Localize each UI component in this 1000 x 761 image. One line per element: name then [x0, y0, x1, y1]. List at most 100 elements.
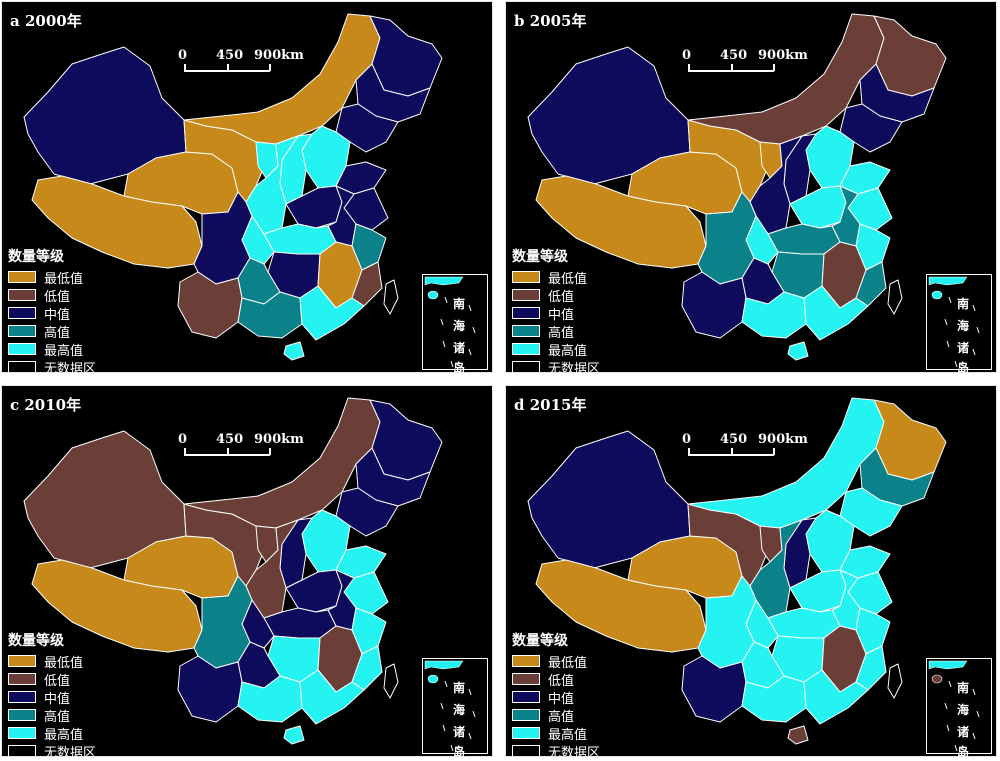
scale-label-0: 0 — [682, 48, 692, 63]
inset-label-nan: 南 — [453, 297, 466, 311]
inset-label-hai: 海 — [957, 703, 970, 717]
inset-label-zhu: 诸 — [957, 341, 970, 355]
swatch-low — [512, 673, 540, 685]
scale-label-900: 900km — [758, 432, 808, 447]
inset-label-dao: 岛 — [453, 745, 466, 757]
scale-label-900: 900km — [758, 48, 808, 63]
inset-label-nan: 南 — [453, 681, 466, 695]
region-fujian — [351, 645, 383, 691]
region-jilin — [355, 63, 431, 123]
scale-label-450: 450 — [216, 48, 244, 63]
inset-label-nan: 南 — [957, 681, 970, 695]
panel-title: a 2000年 — [10, 12, 82, 30]
legend-item-highest: 最高值 — [8, 340, 96, 359]
south-china-sea-inset: 南 海 诸 岛 — [422, 274, 488, 372]
legend-label-mid: 中值 — [44, 691, 71, 707]
swatch-high — [512, 325, 540, 337]
legend-item-nodata: 无数据区 — [512, 742, 600, 756]
region-guangdong — [299, 285, 365, 341]
region-hainan — [283, 725, 305, 745]
swatch-nodata — [512, 361, 540, 372]
region-taiwan — [383, 279, 399, 315]
south-china-sea-inset: 南 海 诸 岛 — [926, 658, 992, 757]
region-jilin — [355, 447, 431, 507]
swatch-high — [8, 709, 36, 721]
swatch-low — [8, 289, 36, 301]
legend-title: 数量等级 — [512, 249, 568, 265]
swatch-lowest — [512, 271, 540, 283]
legend-item-nodata: 无数据区 — [8, 742, 96, 756]
region-hainan — [787, 341, 809, 361]
legend-label-lowest: 最低值 — [548, 271, 588, 287]
south-china-sea-inset: 南 海 诸 岛 — [422, 658, 488, 757]
scale-label-900: 900km — [254, 432, 304, 447]
legend-label-mid: 中值 — [548, 307, 575, 323]
legend-label-high: 高值 — [44, 325, 71, 341]
china-map — [23, 13, 443, 361]
china-map — [23, 397, 443, 745]
legend-item-low: 低值 — [512, 670, 600, 689]
swatch-mid — [8, 691, 36, 703]
legend-item-high: 高值 — [8, 322, 96, 341]
region-guangdong — [803, 669, 869, 725]
region-taiwan — [887, 279, 903, 315]
china-map — [527, 13, 947, 361]
scale-bar: 0 450 900km — [178, 48, 304, 78]
panel-title: c 2010年 — [10, 396, 82, 414]
scale-bar: 0 450 900km — [682, 48, 808, 78]
legend-item-lowest: 最低值 — [512, 652, 600, 671]
legend-label-nodata: 无数据区 — [548, 361, 601, 373]
legend-label-low: 低值 — [548, 673, 575, 689]
legend-item-highest: 最高值 — [512, 724, 600, 743]
scale-label-0: 0 — [178, 432, 188, 447]
legend-label-lowest: 最低值 — [44, 655, 84, 671]
legend-label-high: 高值 — [548, 325, 575, 341]
legend-item-low: 低值 — [512, 286, 600, 305]
legend-item-mid: 中值 — [512, 688, 600, 707]
inset-label-zhu: 诸 — [453, 725, 466, 739]
legend-label-low: 低值 — [548, 289, 575, 305]
legend-item-lowest: 最低值 — [8, 268, 96, 287]
swatch-high — [8, 325, 36, 337]
region-jilin — [859, 63, 935, 123]
legend-label-highest: 最高值 — [548, 727, 588, 743]
swatch-high — [512, 709, 540, 721]
legend: 数量等级 最低值 低值 中值 高值 最高值 无数据区 — [512, 246, 601, 373]
swatch-nodata — [512, 745, 540, 756]
region-hainan — [283, 341, 305, 361]
inset-label-dao: 岛 — [957, 745, 970, 757]
region-taiwan — [383, 663, 399, 699]
swatch-highest — [512, 343, 540, 355]
region-guangdong — [803, 285, 869, 341]
legend-label-highest: 最高值 — [548, 343, 588, 359]
legend-label-mid: 中值 — [44, 307, 71, 323]
legend-label-low: 低值 — [44, 673, 71, 689]
swatch-highest — [8, 343, 36, 355]
map-panel-2015: d 2015年 0 450 900km 数量等级 最低值 低值 中值 高值 最高… — [505, 385, 997, 757]
legend-item-high: 高值 — [512, 322, 600, 341]
scale-label-450: 450 — [216, 432, 244, 447]
region-guangdong — [299, 669, 365, 725]
legend-item-nodata: 无数据区 — [8, 358, 96, 372]
legend-item-lowest: 最低值 — [512, 268, 600, 287]
legend-title: 数量等级 — [8, 249, 64, 265]
legend-label-high: 高值 — [548, 709, 575, 725]
panel-title: d 2015年 — [514, 396, 587, 414]
swatch-mid — [512, 691, 540, 703]
region-yunnan — [177, 655, 243, 723]
legend-label-lowest: 最低值 — [44, 271, 84, 287]
inset-label-hai: 海 — [957, 319, 970, 333]
scale-bar: 0 450 900km — [682, 432, 808, 462]
swatch-highest — [8, 727, 36, 739]
swatch-lowest — [8, 655, 36, 667]
scale-label-900: 900km — [254, 48, 304, 63]
legend-item-highest: 最高值 — [512, 340, 600, 359]
legend-label-highest: 最高值 — [44, 727, 84, 743]
legend-item-highest: 最高值 — [8, 724, 96, 743]
legend-title: 数量等级 — [512, 633, 568, 649]
legend-item-lowest: 最低值 — [8, 652, 96, 671]
scale-label-0: 0 — [682, 432, 692, 447]
swatch-nodata — [8, 745, 36, 756]
legend: 数量等级 最低值 低值 中值 高值 最高值 无数据区 — [8, 630, 96, 756]
legend-item-high: 高值 — [8, 706, 96, 725]
